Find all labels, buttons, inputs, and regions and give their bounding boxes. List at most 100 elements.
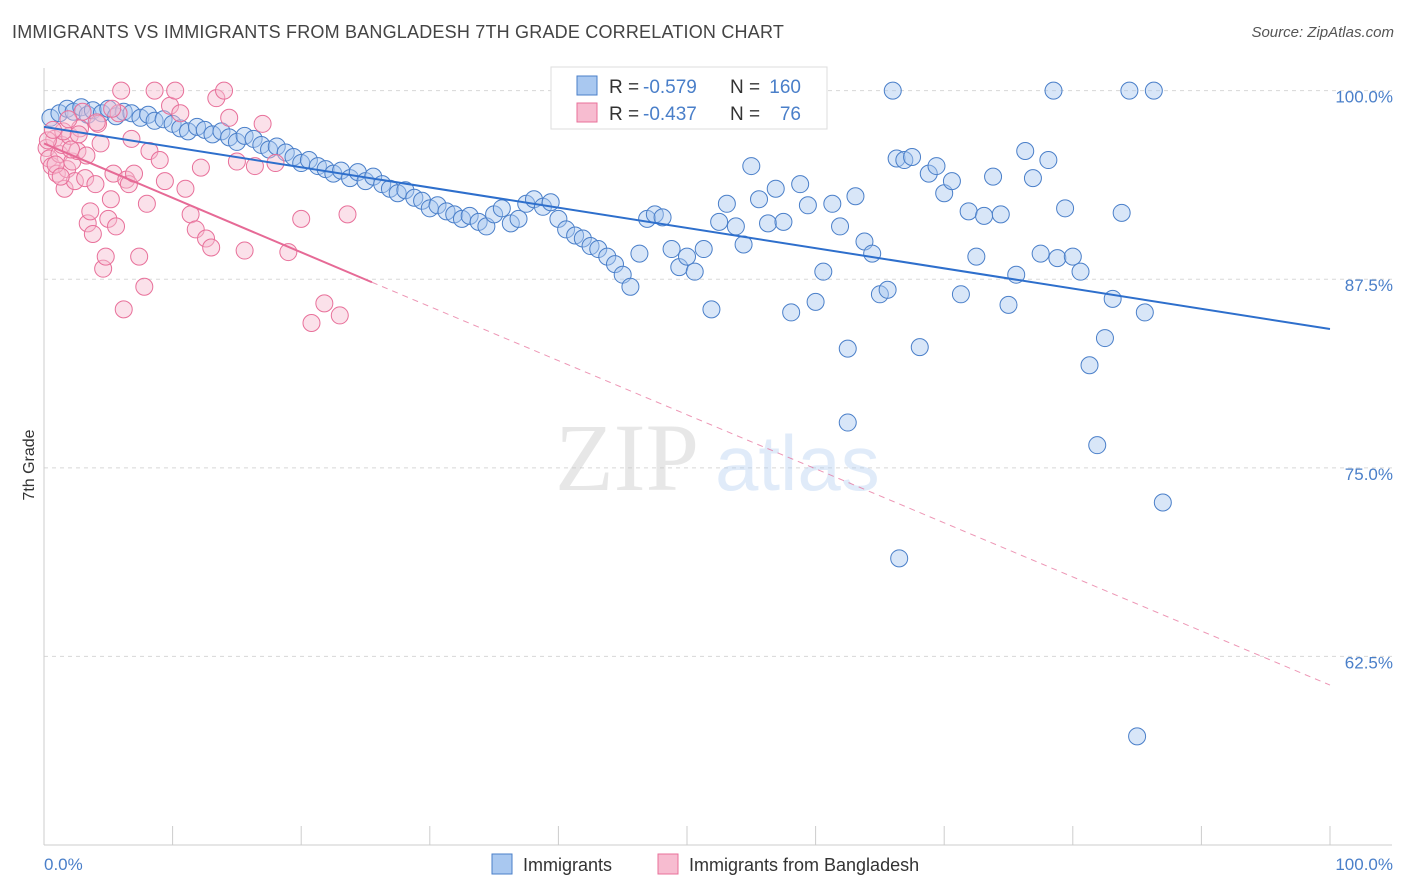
immigrants-point-84 bbox=[710, 212, 729, 231]
immigrants-point-49 bbox=[428, 196, 447, 215]
immigrants-point-128 bbox=[1063, 247, 1082, 266]
bangladesh-point-15 bbox=[76, 169, 95, 188]
immigrants-point-118 bbox=[984, 167, 1003, 186]
immigrants-point-57 bbox=[492, 199, 511, 218]
immigrants-point-125 bbox=[1039, 151, 1058, 170]
immigrants-point-73 bbox=[621, 277, 640, 296]
immigrants-point-116 bbox=[967, 247, 986, 266]
bangladesh-point-29 bbox=[112, 81, 131, 100]
bangladesh-point-37 bbox=[145, 81, 164, 100]
bottom-legend-swatch-bangladesh bbox=[657, 853, 679, 875]
immigrants-point-67 bbox=[573, 229, 592, 248]
immigrants-point-126 bbox=[1048, 249, 1067, 268]
legend-r-label-1: R = bbox=[609, 77, 639, 98]
bangladesh-point-60 bbox=[315, 294, 334, 313]
bangladesh-point-61 bbox=[330, 306, 349, 325]
bangladesh-point-65 bbox=[46, 155, 65, 174]
legend-n-label-1: N = bbox=[730, 77, 760, 98]
series-legend: Immigrants Immigrants from Bangladesh bbox=[491, 853, 919, 875]
bangladesh-point-24 bbox=[99, 209, 118, 228]
legend-n-value-1: 160 bbox=[769, 77, 801, 98]
immigrants-point-69 bbox=[589, 240, 608, 259]
immigrants-point-94 bbox=[791, 175, 810, 194]
immigrants-point-105 bbox=[878, 280, 897, 299]
bangladesh-point-69 bbox=[87, 113, 106, 132]
legend-r-value-2: -0.437 bbox=[643, 104, 697, 125]
bangladesh-point-17 bbox=[81, 202, 100, 221]
legend-swatch-immigrants bbox=[576, 75, 598, 96]
immigrants-point-108 bbox=[903, 148, 922, 167]
bangladesh-point-38 bbox=[150, 151, 169, 170]
immigrants-point-130 bbox=[1080, 356, 1099, 375]
immigrants-point-91 bbox=[766, 179, 785, 198]
immigrants-point-129 bbox=[1071, 262, 1090, 281]
legend-r-label-2: R = bbox=[609, 104, 639, 125]
bangladesh-point-14 bbox=[73, 102, 92, 121]
immigrants-point-123 bbox=[1023, 169, 1042, 188]
legend-n-value-2: 76 bbox=[780, 104, 801, 125]
legend-r-value-1: -0.579 bbox=[643, 77, 697, 98]
immigrants-point-74 bbox=[630, 244, 649, 263]
axes bbox=[43, 68, 1392, 846]
watermark-atlas: atlas bbox=[715, 419, 880, 507]
y-tick-label-0: 100.0% bbox=[1335, 88, 1393, 107]
bangladesh-point-66 bbox=[51, 167, 70, 186]
bangladesh-point-53 bbox=[235, 241, 254, 260]
bottom-legend-swatch-immigrants bbox=[491, 853, 513, 875]
bangladesh-point-32 bbox=[119, 175, 138, 194]
bangladesh-point-11 bbox=[65, 172, 84, 191]
bangladesh-point-23 bbox=[96, 247, 115, 266]
immigrants-point-95 bbox=[798, 196, 817, 215]
watermark-zip: ZIP bbox=[555, 404, 699, 511]
immigrants-point-89 bbox=[750, 190, 769, 209]
watermark: ZIP atlas bbox=[555, 404, 880, 511]
bangladesh-trend-extension bbox=[371, 281, 1331, 686]
immigrants-point-77 bbox=[653, 208, 672, 227]
bangladesh-point-25 bbox=[101, 190, 120, 209]
bangladesh-point-45 bbox=[186, 220, 205, 239]
y-tick-labels: 100.0% 87.5% 75.0% 62.5% bbox=[1335, 88, 1393, 673]
immigrants-point-124 bbox=[1031, 244, 1050, 263]
bangladesh-point-41 bbox=[166, 81, 185, 100]
bangladesh-point-51 bbox=[220, 108, 239, 127]
immigrants-point-96 bbox=[806, 292, 825, 311]
legend-n-label-2: N = bbox=[730, 104, 760, 125]
bangladesh-point-58 bbox=[292, 209, 311, 228]
immigrants-point-115 bbox=[959, 202, 978, 221]
immigrants-point-64 bbox=[549, 209, 568, 228]
immigrants-point-106 bbox=[887, 149, 906, 168]
y-tick-label-3: 62.5% bbox=[1345, 653, 1393, 672]
immigrants-point-122 bbox=[1016, 141, 1035, 160]
immigrants-point-140 bbox=[838, 413, 857, 432]
y-tick-label-1: 87.5% bbox=[1345, 276, 1393, 295]
immigrants-point-53 bbox=[460, 206, 479, 225]
immigrants-point-120 bbox=[999, 295, 1018, 314]
immigrants-point-135 bbox=[1120, 81, 1139, 100]
immigrants-point-99 bbox=[831, 217, 850, 236]
y-tick-label-2: 75.0% bbox=[1345, 465, 1393, 484]
immigrants-point-103 bbox=[863, 244, 882, 263]
immigrants-point-85 bbox=[717, 194, 736, 213]
bangladesh-point-55 bbox=[253, 114, 272, 133]
immigrants-point-70 bbox=[598, 247, 617, 266]
trend-lines bbox=[43, 125, 1331, 686]
immigrants-point-113 bbox=[942, 172, 961, 191]
immigrants-point-8 bbox=[99, 99, 118, 118]
bangladesh-point-54 bbox=[245, 157, 264, 176]
bangladesh-trend-line bbox=[43, 142, 373, 284]
bangladesh-point-27 bbox=[107, 217, 126, 236]
bangladesh-point-49 bbox=[207, 89, 226, 108]
immigrants-point-80 bbox=[678, 247, 696, 266]
chart-title: IMMIGRANTS VS IMMIGRANTS FROM BANGLADESH… bbox=[12, 22, 785, 42]
bangladesh-point-30 bbox=[114, 300, 133, 319]
immigrants-point-90 bbox=[759, 214, 778, 233]
bangladesh-point-39 bbox=[155, 172, 174, 191]
immigrants-point-134 bbox=[1112, 203, 1131, 222]
immigrants-point-0 bbox=[41, 108, 60, 127]
immigrants-point-65 bbox=[557, 220, 576, 239]
bottom-legend-bangladesh: Immigrants from Bangladesh bbox=[689, 855, 919, 875]
x-tick-label-0: 0.0% bbox=[44, 855, 83, 874]
legend-swatch-bangladesh bbox=[576, 102, 598, 123]
immigrants-point-45 bbox=[396, 181, 415, 200]
bangladesh-point-70 bbox=[38, 131, 57, 150]
